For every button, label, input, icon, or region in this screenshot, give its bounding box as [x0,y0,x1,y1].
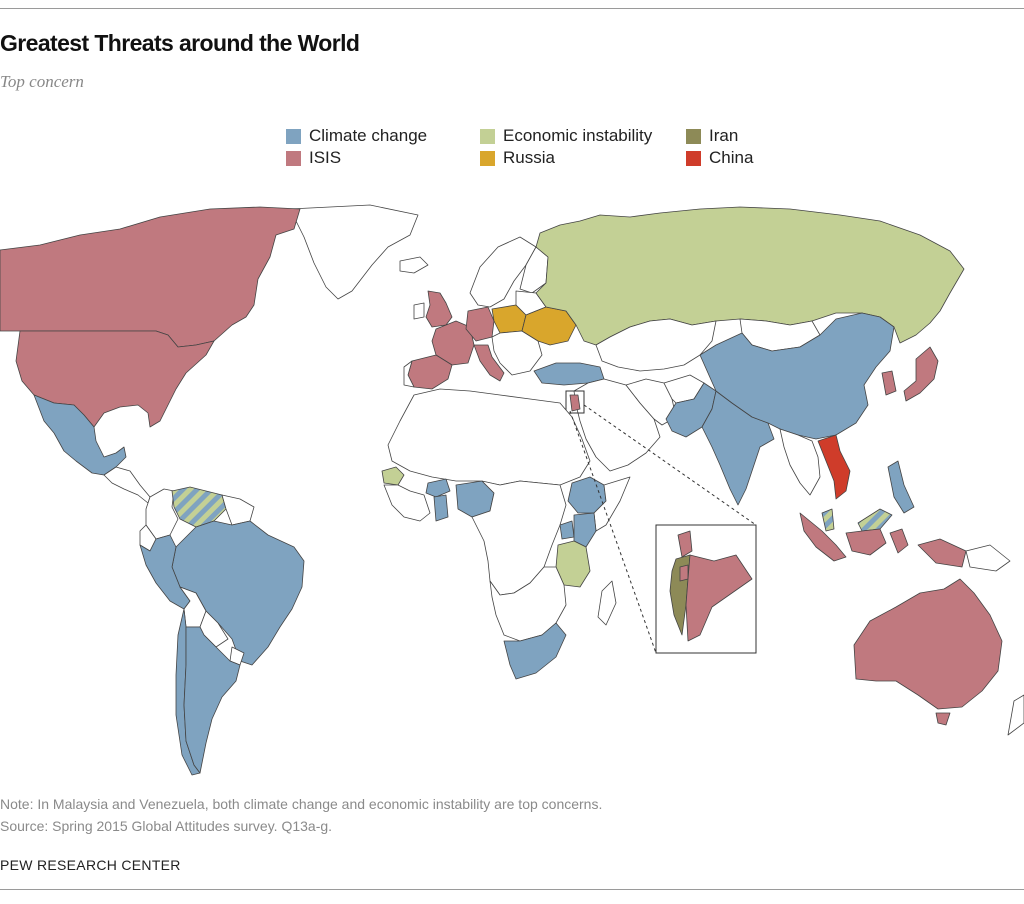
region-uganda [559,520,575,540]
credit-line: PEW RESEARCH CENTER [0,857,181,873]
region-venezuela [171,486,227,528]
region-guianas [221,494,255,526]
region-france [431,320,475,366]
region-levant [569,394,581,412]
legend-item-isis: ISIS [286,148,341,168]
legend-swatch-china [686,150,701,166]
region-japan [903,346,939,402]
levant-marker [565,390,585,414]
inset-palestinian-territories [679,564,689,582]
legend-swatch-isis [286,150,301,166]
legend: Climate change ISIS Economic instability… [286,126,806,170]
region-burkina-faso [425,478,451,498]
region-png [965,544,1011,572]
legend-label-china: China [709,148,754,167]
chart-title: Greatest Threats around the World [0,30,360,56]
bottom-rule [0,889,1024,890]
region-greenland [289,204,419,300]
legend-label-iran: Iran [709,126,739,145]
legend-label-russia: Russia [503,148,555,167]
region-colombia [145,488,179,540]
legend-swatch-climate [286,128,301,144]
legend-label-climate: Climate change [309,126,428,145]
countries [0,204,1024,776]
region-indonesia [799,512,967,568]
legend-swatch-russia [480,150,495,166]
region-new-zealand [1007,694,1024,736]
footnote: Note: In Malaysia and Venezuela, both cl… [0,796,603,812]
legend-label-isis: ISIS [309,148,342,167]
inset-connector-bottom [569,410,657,654]
top-rule [0,8,1024,9]
region-united-kingdom [425,290,453,328]
region-madagascar [597,580,617,626]
legend-item-iran: Iran [686,126,738,146]
inset-lebanon [677,530,693,558]
legend-item-russia: Russia [480,148,555,168]
inset-connector-top [583,404,757,526]
region-north-africa [387,388,591,486]
region-south-africa [503,622,567,680]
legend-item-economic: Economic instability [480,126,652,146]
region-central-asia [595,318,717,372]
legend-item-china: China [686,148,753,168]
world-map [0,204,1024,776]
region-somalia [593,476,631,532]
region-vietnam [817,434,851,500]
region-kenya [573,512,597,548]
region-australia [853,578,1003,710]
region-mexico [33,394,127,476]
region-philippines [887,460,915,514]
region-central-america [103,466,151,504]
legend-swatch-iran [686,128,701,144]
region-balkans [491,330,543,376]
region-iceland [399,256,429,274]
region-southern-africa [489,566,567,642]
legend-label-economic: Economic instability [503,126,653,145]
chart-subtitle: Top concern [0,72,84,91]
levant-inset-map [669,530,753,642]
region-se-asia [779,428,821,496]
region-portugal [403,360,415,388]
source-line: Source: Spring 2015 Global Attitudes sur… [0,818,333,834]
region-ghana [433,494,449,522]
region-malaysia [821,508,893,532]
legend-swatch-economic [480,128,495,144]
region-west-africa [383,484,431,522]
region-senegal [381,466,405,486]
region-tasmania [935,712,951,726]
inset-jordan [685,554,753,642]
region-italy [473,344,505,382]
region-ireland [413,302,425,320]
region-south-korea [881,370,897,396]
legend-item-climate: Climate change [286,126,427,146]
region-argentina [183,626,241,774]
region-canada [0,206,301,348]
